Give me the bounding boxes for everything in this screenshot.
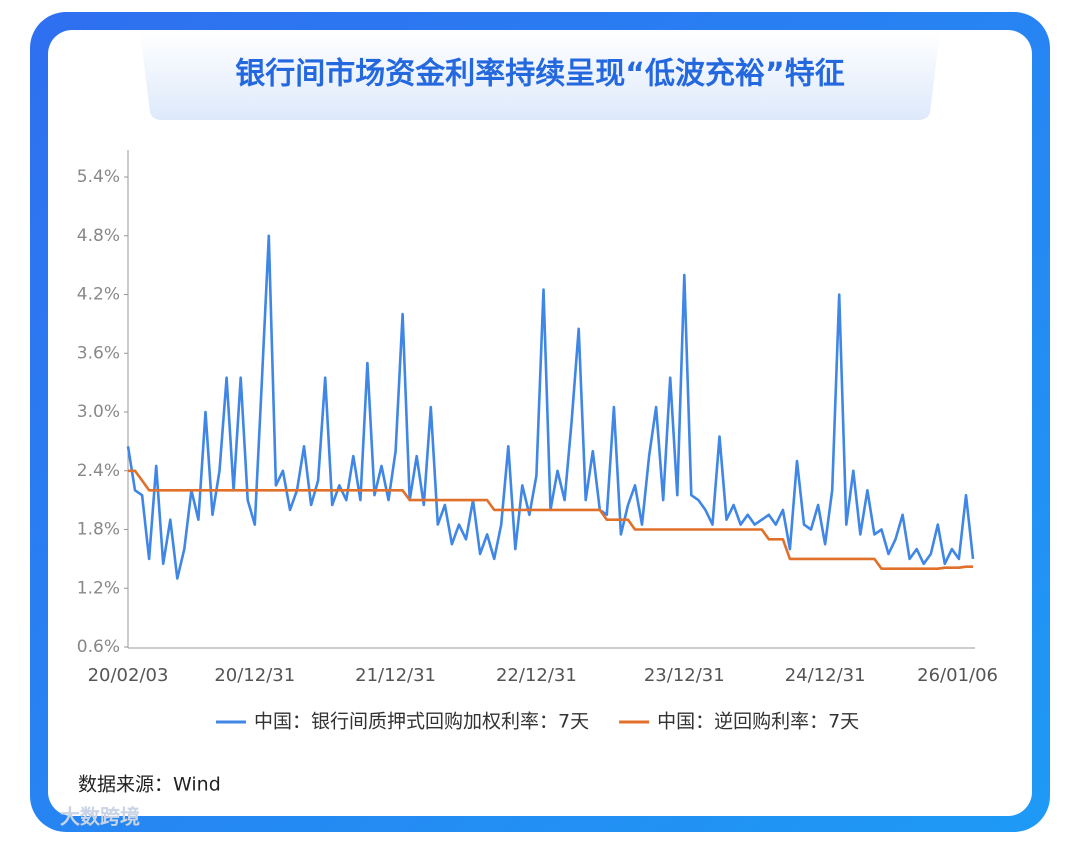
y-tick-label: 3.6% — [77, 343, 120, 363]
y-tick-label: 4.8% — [77, 226, 120, 246]
legend-label: 中国：逆回购利率：7天 — [657, 711, 859, 733]
x-tick-label: 23/12/31 — [644, 665, 725, 686]
x-tick-label: 21/12/31 — [355, 665, 436, 686]
x-tick-label: 20/02/03 — [88, 665, 169, 686]
legend-label: 中国：银行间质押式回购加权利率：7天 — [254, 711, 589, 733]
y-tick-label: 0.6% — [77, 637, 120, 657]
x-tick-label: 22/12/31 — [496, 665, 577, 686]
y-tick-label: 5.4% — [77, 167, 120, 187]
card — [48, 30, 1032, 816]
y-tick-label: 1.2% — [77, 578, 120, 598]
chart-title: 银行间市场资金利率持续呈现“低波充裕”特征 — [235, 57, 844, 92]
x-tick-label: 26/01/06 — [917, 665, 998, 686]
y-tick-label: 3.0% — [77, 402, 120, 422]
y-tick-label: 2.4% — [77, 461, 120, 481]
source: 数据来源：Wind — [78, 774, 221, 796]
watermark: 大数跨境 — [60, 805, 140, 829]
y-tick-label: 4.2% — [77, 285, 120, 305]
x-tick-label: 24/12/31 — [785, 665, 866, 686]
x-tick-label: 20/12/31 — [214, 665, 295, 686]
series-line — [128, 469, 973, 570]
title-banner — [140, 32, 940, 120]
y-tick-label: 1.8% — [77, 520, 120, 540]
